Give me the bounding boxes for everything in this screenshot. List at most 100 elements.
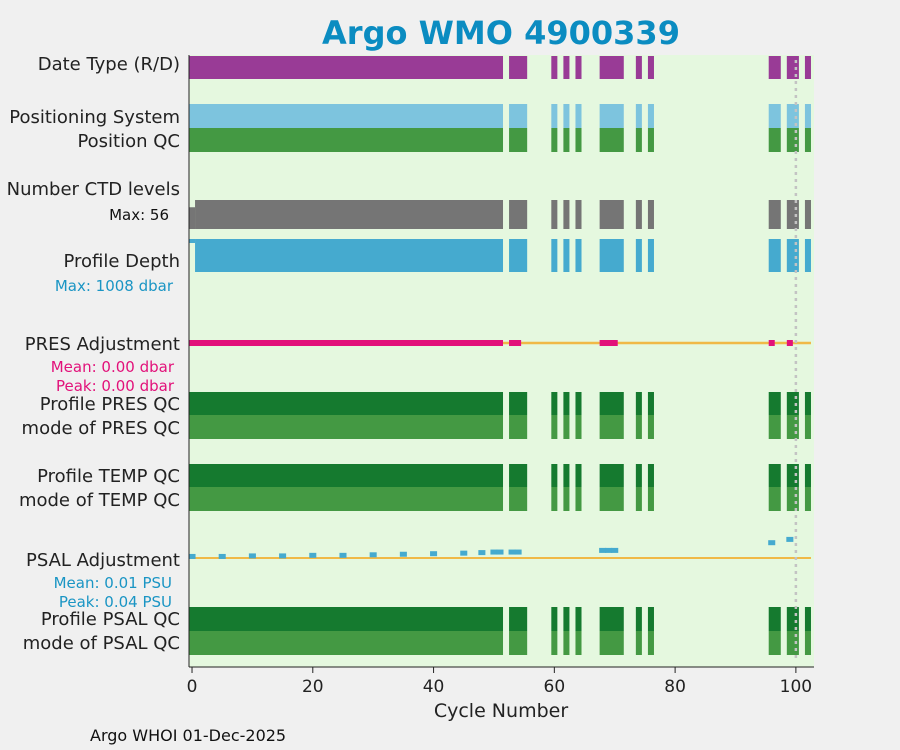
x-tick-label: 60 (544, 677, 566, 697)
profile-psal-qc-bar (635, 607, 642, 631)
x-tick-label: 0 (187, 677, 198, 697)
profile-temp-qc-bar (635, 464, 642, 487)
mode-psal-qc-bar (635, 631, 642, 655)
ctd-levels-bar (195, 200, 504, 229)
profile-psal-qc-bar (804, 607, 811, 631)
positioning-system-bar (768, 104, 781, 128)
mode-pres-qc-bar (551, 415, 558, 439)
mode-psal-qc-bar (804, 631, 811, 655)
row-label-mode-temp-qc: mode of TEMP QC (19, 490, 180, 511)
psal-adjustment-mark (218, 553, 226, 559)
position-qc-bar (635, 128, 642, 152)
profile-depth-bar (195, 239, 504, 272)
mode-pres-qc-bar (509, 415, 528, 439)
position-qc-bar (599, 128, 624, 152)
positioning-system-bar (647, 104, 654, 128)
pres-mean-annotation: Mean: 0.00 dbar (51, 358, 175, 376)
mode-psal-qc-bar (768, 631, 781, 655)
ctd-max-annotation: Max: 56 (109, 206, 169, 224)
mode-temp-qc-bar (189, 487, 504, 511)
position-qc-bar (509, 128, 528, 152)
mode-temp-qc-bar (786, 487, 799, 511)
positioning-system-bar (804, 104, 811, 128)
mode-temp-qc-bar (635, 487, 642, 511)
x-axis-label: Cycle Number (434, 700, 568, 722)
positioning-system-bar (189, 104, 504, 128)
positioning-system-bar (635, 104, 642, 128)
profile-psal-qc-bar (509, 607, 528, 631)
profile-depth-bar (804, 239, 811, 272)
profile-psal-qc-bar (563, 607, 570, 631)
position-qc-bar (804, 128, 811, 152)
profile-pres-qc-bar (599, 392, 624, 415)
positioning-system-bar (563, 104, 570, 128)
row-label-psal-adjustment: PSAL Adjustment (26, 550, 180, 571)
pres-adjustment-mark (768, 340, 775, 346)
status-bars-layer (188, 56, 811, 655)
profile-depth-bar (768, 239, 781, 272)
x-tick-label: 20 (302, 677, 324, 697)
mode-pres-qc-bar (635, 415, 642, 439)
mode-psal-qc-bar (563, 631, 570, 655)
psal-adjustment-mark (496, 549, 504, 555)
profile-pres-qc-bar (509, 392, 528, 415)
ctd-levels-bar (189, 207, 196, 229)
psal-adjustment-mark (611, 547, 619, 553)
profile-temp-qc-bar (768, 464, 781, 487)
psal-adjustment-mark (248, 553, 256, 559)
ctd-levels-bar (599, 200, 624, 229)
profile-depth-bar (563, 239, 570, 272)
row-label-pres-adjustment: PRES Adjustment (25, 334, 180, 355)
position-qc-bar (563, 128, 570, 152)
profile-temp-qc-bar (599, 464, 624, 487)
profile-pres-qc-bar (768, 392, 781, 415)
profile-pres-qc-bar (575, 392, 582, 415)
row-label-profile-pres-qc: Profile PRES QC (40, 394, 180, 415)
mode-temp-qc-bar (563, 487, 570, 511)
psal-adjustment-mark (369, 552, 377, 558)
date-type-bar (575, 56, 582, 79)
pres-adjustment-mark (786, 340, 793, 346)
date-type-bar (189, 56, 504, 79)
profile-psal-qc-bar (575, 607, 582, 631)
mode-psal-qc-bar (599, 631, 624, 655)
depth-max-annotation: Max: 1008 dbar (55, 277, 174, 295)
profile-pres-qc-bar (551, 392, 558, 415)
profile-depth-bar (575, 239, 582, 272)
mode-temp-qc-bar (804, 487, 811, 511)
psal-adjustment-mark (430, 551, 438, 557)
mode-temp-qc-bar (647, 487, 654, 511)
profile-temp-qc-bar (189, 464, 504, 487)
position-qc-bar (768, 128, 781, 152)
mode-psal-qc-bar (551, 631, 558, 655)
profile-pres-qc-bar (804, 392, 811, 415)
position-qc-bar (647, 128, 654, 152)
psal-adjustment-mark (279, 553, 287, 559)
mode-temp-qc-bar (575, 487, 582, 511)
date-type-bar (635, 56, 642, 79)
x-tick-label: 40 (423, 677, 445, 697)
profile-psal-qc-bar (647, 607, 654, 631)
profile-temp-qc-bar (575, 464, 582, 487)
date-type-bar (551, 56, 558, 79)
mode-temp-qc-bar (551, 487, 558, 511)
mode-temp-qc-bar (768, 487, 781, 511)
x-axis-ticks: 0 20 40 60 80 100 (187, 667, 812, 697)
footer-credit: Argo WHOI 01-Dec-2025 (90, 726, 286, 745)
psal-adjustment-mark (460, 550, 468, 556)
date-type-bar (804, 56, 811, 79)
mode-pres-qc-bar (804, 415, 811, 439)
ctd-levels-bar (635, 200, 642, 229)
profile-pres-qc-bar (189, 392, 504, 415)
ctd-levels-bar (647, 200, 654, 229)
psal-adjustment-mark (514, 549, 522, 555)
row-label-mode-psal-qc: mode of PSAL QC (23, 633, 180, 654)
pres-adjustment-mark (509, 340, 522, 346)
mode-pres-qc-bar (599, 415, 624, 439)
date-type-bar (647, 56, 654, 79)
position-qc-bar (575, 128, 582, 152)
profile-pres-qc-bar (563, 392, 570, 415)
row-label-date-type: Date Type (R/D) (38, 54, 180, 75)
date-type-bar (509, 56, 528, 79)
plot-area (189, 55, 814, 667)
